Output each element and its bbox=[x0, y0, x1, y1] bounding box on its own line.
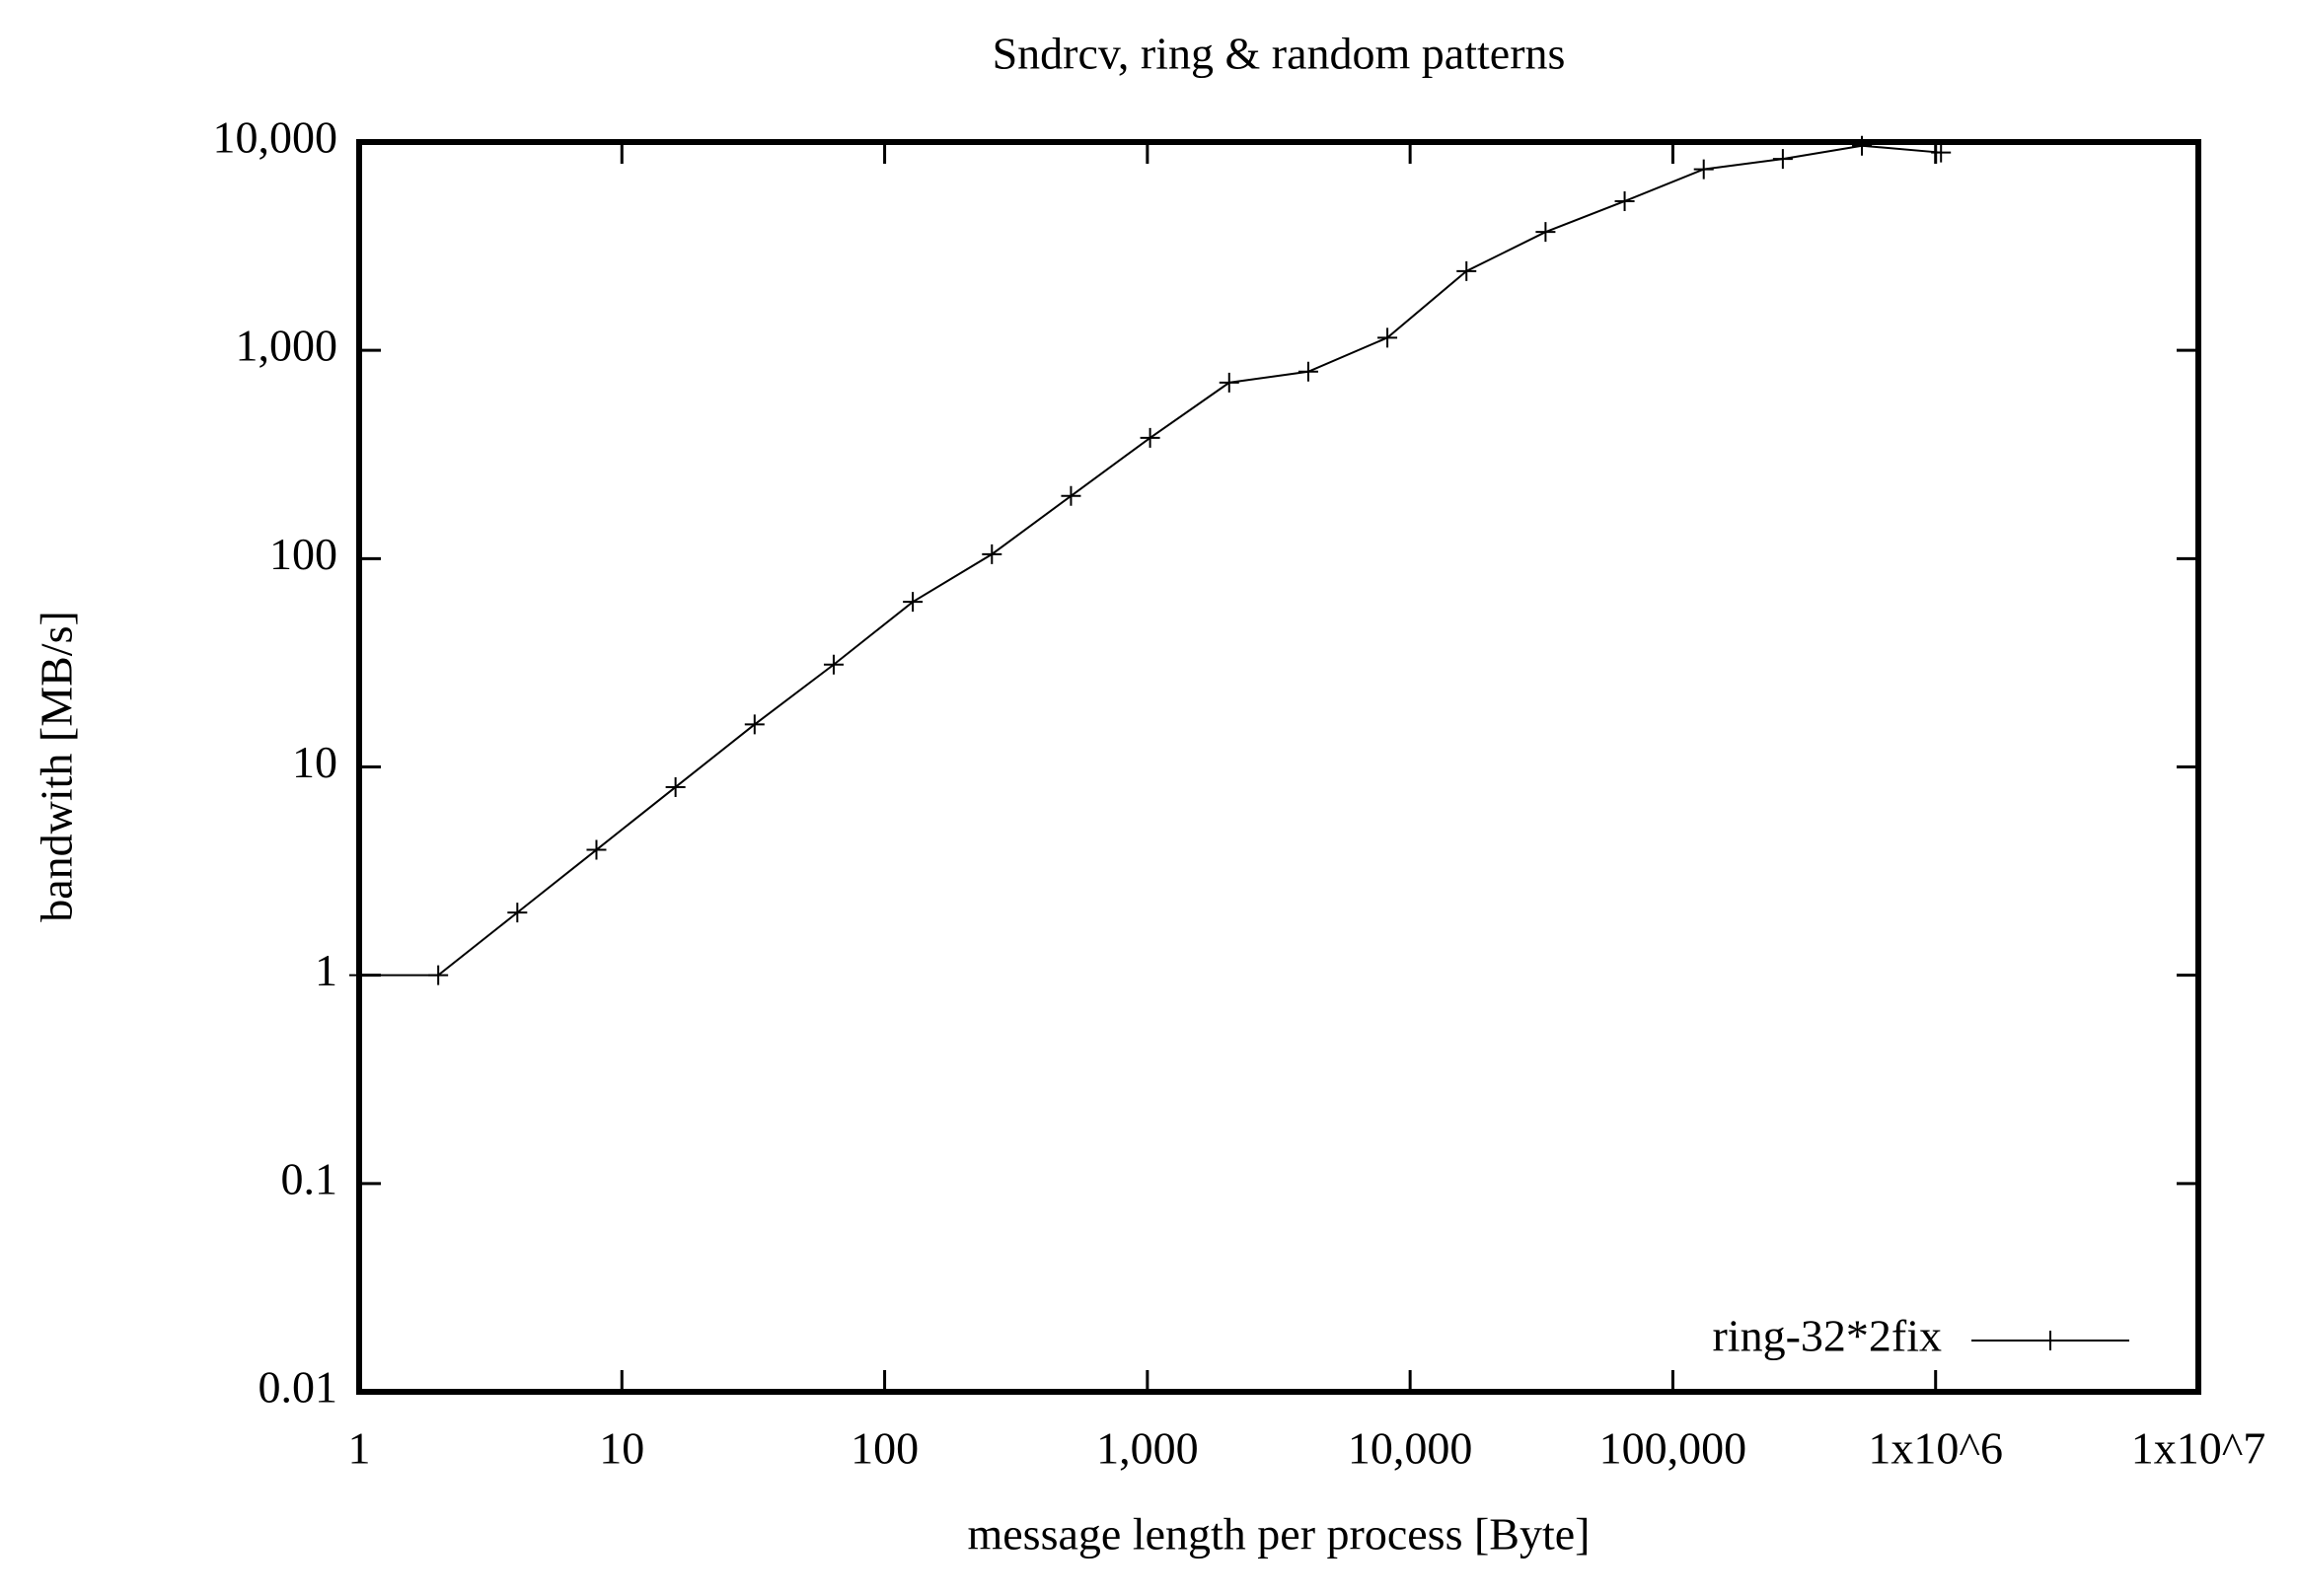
plot-frame bbox=[356, 139, 2201, 1395]
legend-marker bbox=[2040, 1331, 2060, 1350]
x-tick-label: 1,000 bbox=[1096, 1423, 1199, 1474]
point-marker bbox=[1535, 222, 1556, 243]
y-tick-label: 1,000 bbox=[236, 321, 338, 371]
point-marker bbox=[665, 776, 686, 797]
point-marker bbox=[823, 654, 844, 675]
y-tick-label: 10 bbox=[292, 737, 337, 787]
point-marker bbox=[744, 714, 765, 735]
x-tick-label: 100,000 bbox=[1599, 1423, 1747, 1474]
point-marker bbox=[349, 965, 369, 985]
point-marker bbox=[1219, 372, 1239, 393]
x-tick-label: 10,000 bbox=[1348, 1423, 1473, 1474]
point-marker bbox=[1614, 190, 1635, 211]
x-tick-label: 1 bbox=[348, 1423, 371, 1474]
y-axis-label: bandwith [MB/s] bbox=[32, 611, 82, 922]
x-tick-label: 1x10^7 bbox=[2131, 1423, 2266, 1474]
x-tick-label: 10 bbox=[599, 1423, 644, 1474]
point-marker bbox=[1931, 142, 1952, 163]
point-marker bbox=[1377, 327, 1398, 348]
chart-title: Sndrcv, ring & random patterns bbox=[993, 29, 1566, 79]
y-tick-label: 10,000 bbox=[213, 112, 338, 163]
point-marker bbox=[1693, 159, 1714, 180]
point-marker bbox=[1061, 485, 1081, 506]
x-tick-label: 1x10^6 bbox=[1868, 1423, 2003, 1474]
point-marker bbox=[507, 903, 528, 923]
x-axis-label: message length per process [Byte] bbox=[967, 1509, 1590, 1560]
point-marker bbox=[1140, 427, 1160, 448]
y-tick-label: 0.01 bbox=[259, 1362, 338, 1413]
point-marker bbox=[982, 544, 1002, 564]
point-marker bbox=[586, 839, 607, 860]
point-marker bbox=[428, 965, 449, 985]
y-tick-label: 100 bbox=[269, 529, 337, 579]
point-marker bbox=[1297, 361, 1318, 382]
y-tick-label: 0.1 bbox=[281, 1153, 338, 1203]
point-marker bbox=[1772, 149, 1793, 170]
legend-label: ring-32*2fix bbox=[1712, 1311, 1942, 1361]
point-marker bbox=[1456, 260, 1477, 281]
point-marker bbox=[903, 592, 924, 613]
y-tick-label: 1 bbox=[315, 945, 337, 995]
point-marker bbox=[1852, 135, 1873, 156]
x-tick-label: 100 bbox=[851, 1423, 919, 1474]
